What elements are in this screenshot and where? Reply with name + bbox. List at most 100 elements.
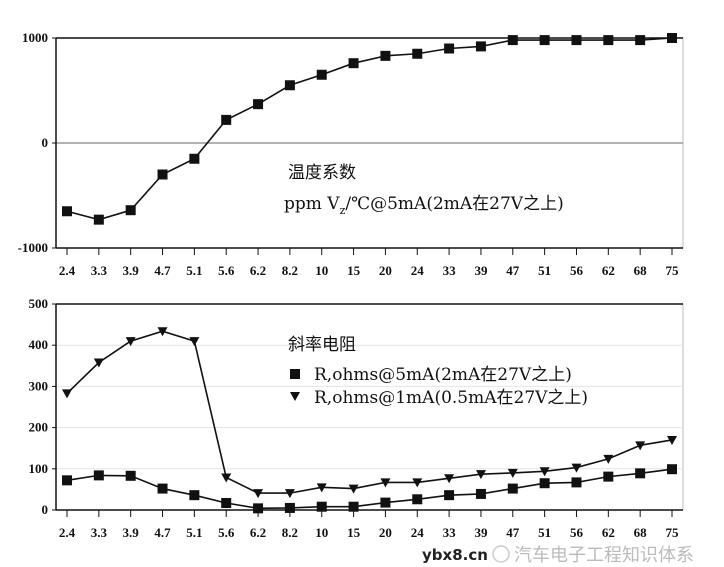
plot-area: [55, 303, 684, 511]
data-point-triangle: [667, 435, 677, 445]
data-point-square: [603, 471, 614, 482]
legend-entry-1ma: R,ohms@1mA(0.5mA在27V之上): [314, 388, 588, 408]
data-point-triangle: [189, 337, 200, 347]
data-point-square: [348, 501, 359, 512]
data-point-square: [284, 80, 295, 91]
bottom-legend-title: 斜率电阻: [288, 335, 356, 355]
x-tick-label: 56: [570, 263, 584, 278]
data-point-square: [125, 205, 136, 216]
data-point-triangle: [475, 470, 486, 480]
data-point-triangle: [571, 463, 582, 473]
y-tick-label: 300: [29, 378, 49, 393]
data-point-triangle: [412, 478, 423, 488]
data-point-triangle: [253, 489, 264, 499]
y-tick-label: 0: [42, 502, 49, 517]
data-point-square: [221, 497, 232, 508]
x-tick-label: 33: [443, 263, 457, 278]
legend-square-marker: [290, 369, 300, 379]
y-tick-label: 200: [29, 420, 49, 435]
x-tick-label: 5.6: [218, 263, 235, 278]
data-point-triangle: [221, 473, 232, 483]
x-tick-label: 75: [666, 263, 680, 278]
x-tick-label: 15: [347, 263, 361, 278]
y-tick-label: 100: [29, 461, 49, 476]
data-point-square: [635, 468, 646, 479]
data-point-square: [125, 470, 136, 481]
data-point-square: [667, 464, 677, 475]
y-tick-label: -1000: [18, 240, 48, 255]
x-tick-label: 5.1: [186, 263, 202, 278]
x-tick-label: 5.6: [218, 525, 235, 540]
data-point-triangle: [284, 489, 295, 499]
series-line-0: [66, 468, 673, 510]
x-tick-label: 47: [506, 525, 520, 540]
data-point-square: [539, 35, 550, 46]
y-tick-label: 500: [29, 296, 49, 311]
data-point-square: [635, 35, 646, 46]
x-tick-label: 3.3: [91, 263, 108, 278]
data-point-square: [253, 503, 264, 514]
data-point-square: [507, 35, 518, 46]
x-tick-label: 8.2: [282, 263, 298, 278]
x-tick-label: 6.2: [250, 525, 266, 540]
x-tick-label: 2.4: [59, 525, 76, 540]
data-point-triangle: [62, 389, 72, 399]
x-tick-label: 51: [538, 263, 551, 278]
data-point-square: [93, 214, 104, 225]
data-point-square: [475, 488, 486, 499]
data-point-square: [667, 33, 677, 43]
data-point-square: [571, 477, 582, 488]
data-point-square: [444, 490, 455, 501]
top-annotation-title: 温度系数: [288, 163, 356, 183]
data-point-triangle: [125, 337, 136, 347]
data-point-square: [412, 494, 423, 505]
x-tick-label: 4.7: [154, 263, 171, 278]
x-tick-label: 24: [411, 263, 425, 278]
data-point-square: [157, 169, 168, 180]
data-point-triangle: [380, 478, 391, 488]
data-point-square: [444, 43, 455, 54]
data-point-triangle: [507, 468, 518, 478]
x-tick-label: 8.2: [282, 525, 298, 540]
series-line-0: [66, 37, 673, 221]
watermark-text: 汽车电子工程知识体系: [514, 545, 694, 566]
x-tick-label: 56: [570, 525, 584, 540]
x-tick-label: 68: [634, 263, 648, 278]
data-point-square: [412, 48, 423, 59]
data-point-triangle: [635, 441, 646, 451]
data-point-square: [93, 470, 104, 481]
data-point-square: [316, 501, 327, 512]
y-tick-label: 400: [29, 337, 49, 352]
x-tick-label: 39: [474, 525, 488, 540]
x-tick-label: 5.1: [186, 525, 202, 540]
x-tick-label: 47: [506, 263, 520, 278]
data-point-triangle: [603, 454, 614, 464]
data-point-square: [348, 58, 359, 69]
data-point-square: [253, 99, 264, 110]
x-tick-label: 6.2: [250, 263, 266, 278]
x-tick-label: 4.7: [154, 525, 171, 540]
data-point-square: [380, 497, 391, 508]
watermark-site: ybx8.cn: [422, 546, 488, 564]
data-point-square: [189, 153, 200, 164]
legend-triangle-marker: [290, 392, 300, 401]
x-tick-label: 2.4: [59, 263, 76, 278]
y-tick-label: 0: [42, 135, 49, 150]
data-point-square: [603, 35, 614, 46]
y-tick-label: 1000: [22, 30, 48, 45]
x-tick-label: 3.9: [123, 525, 140, 540]
x-tick-label: 15: [347, 525, 361, 540]
data-point-square: [507, 483, 518, 494]
data-point-square: [157, 483, 168, 494]
data-point-square: [284, 502, 295, 513]
series-line-1: [66, 330, 673, 494]
x-tick-label: 20: [379, 525, 392, 540]
x-tick-label: 3.9: [123, 263, 140, 278]
data-point-triangle: [316, 483, 327, 493]
x-tick-label: 62: [602, 263, 615, 278]
x-tick-label: 75: [666, 525, 680, 540]
data-point-square: [316, 69, 327, 80]
x-tick-label: 20: [379, 263, 392, 278]
x-tick-label: 3.3: [91, 525, 108, 540]
data-point-square: [380, 50, 391, 61]
